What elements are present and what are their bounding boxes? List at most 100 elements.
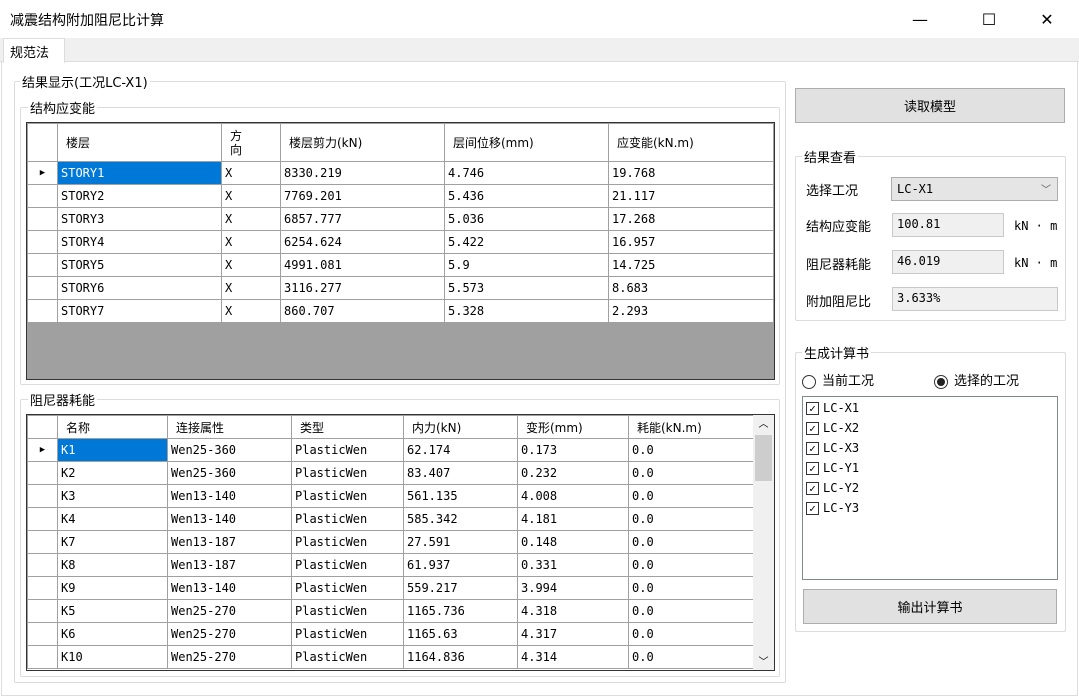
table-cell[interactable]: Wen13-140 <box>167 484 292 508</box>
case-checkbox-item[interactable]: ✓ LC-Y3 <box>803 498 1057 518</box>
table-cell[interactable]: 61.937 <box>403 553 518 577</box>
table-cell[interactable]: Wen25-360 <box>167 438 292 462</box>
row-header[interactable] <box>27 576 58 600</box>
table-cell[interactable]: X <box>221 184 281 208</box>
table-cell[interactable]: Wen13-140 <box>167 507 292 531</box>
row-header[interactable] <box>27 253 58 277</box>
table-cell[interactable]: X <box>221 299 281 323</box>
maximize-button[interactable]: ☐ <box>981 9 997 29</box>
table-cell[interactable]: 8.683 <box>608 276 774 300</box>
table-cell[interactable]: PlasticWen <box>291 599 404 623</box>
table-cell[interactable]: Wen13-140 <box>167 576 292 600</box>
table-row[interactable]: ▶ K1 Wen25-360 PlasticWen 62.174 0.173 0.0 <box>27 438 755 462</box>
table-cell[interactable]: K5 <box>57 599 168 623</box>
table-cell[interactable]: 5.436 <box>444 184 609 208</box>
column-header[interactable]: 连接属性 <box>167 415 292 439</box>
table-cell[interactable]: 1164.836 <box>403 645 518 669</box>
table-cell[interactable]: 17.268 <box>608 207 774 231</box>
table-cell[interactable]: X <box>221 276 281 300</box>
table-cell[interactable]: 83.407 <box>403 461 518 485</box>
tab-code-method[interactable]: 规范法 <box>3 38 65 63</box>
table-cell[interactable]: 4.008 <box>517 484 629 508</box>
table-row[interactable]: STORY2 X 7769.201 5.436 21.117 <box>27 184 774 208</box>
table-cell[interactable]: 0.0 <box>628 599 755 623</box>
checkbox-checked-icon[interactable]: ✓ <box>806 461 819 475</box>
table-cell[interactable]: 5.328 <box>444 299 609 323</box>
table-cell[interactable]: 3.994 <box>517 576 629 600</box>
checkbox-checked-icon[interactable]: ✓ <box>806 421 819 435</box>
case-checkbox-item[interactable]: ✓ LC-X2 <box>803 418 1057 438</box>
table-cell[interactable]: 0.232 <box>517 461 629 485</box>
table-cell[interactable]: PlasticWen <box>291 507 404 531</box>
damper-grid[interactable]: 名称 连接属性 类型 内力(kN) 变形(mm) 耗能(kN.m) ▶ K1 Wen25-360… <box>26 414 775 671</box>
table-cell[interactable]: PlasticWen <box>291 438 404 462</box>
table-cell[interactable]: 0.173 <box>517 438 629 462</box>
table-cell[interactable]: K8 <box>57 553 168 577</box>
table-cell[interactable]: K1 <box>57 438 168 462</box>
table-cell[interactable]: 0.0 <box>628 553 755 577</box>
table-cell[interactable]: 561.135 <box>403 484 518 508</box>
row-header[interactable] <box>27 184 58 208</box>
table-cell[interactable]: 7769.201 <box>280 184 445 208</box>
table-cell[interactable]: PlasticWen <box>291 484 404 508</box>
radio-current-case[interactable]: 当前工况 <box>802 370 874 389</box>
scrollbar-thumb[interactable] <box>755 435 772 481</box>
current-row-arrow-icon[interactable]: ▶ <box>27 161 58 185</box>
table-cell[interactable]: 4.318 <box>517 599 629 623</box>
table-cell[interactable]: 5.422 <box>444 230 609 254</box>
table-cell[interactable]: 3116.277 <box>280 276 445 300</box>
damper-energy-field[interactable]: 46.019 <box>892 250 1004 274</box>
table-cell[interactable]: 27.591 <box>403 530 518 554</box>
table-row[interactable]: K7 Wen13-187 PlasticWen 27.591 0.148 0.0 <box>27 530 755 554</box>
table-cell[interactable]: K6 <box>57 622 168 646</box>
row-header[interactable] <box>27 530 58 554</box>
table-cell[interactable]: 62.174 <box>403 438 518 462</box>
column-header[interactable]: 名称 <box>57 415 168 439</box>
export-report-button[interactable]: 输出计算书 <box>803 589 1057 624</box>
row-header[interactable] <box>27 622 58 646</box>
column-header[interactable]: 方向 <box>221 123 281 162</box>
close-button[interactable]: ✕ <box>1040 9 1054 29</box>
case-checkbox-item[interactable]: ✓ LC-Y1 <box>803 458 1057 478</box>
row-header[interactable] <box>27 207 58 231</box>
column-header[interactable]: 楼层 <box>57 123 222 162</box>
table-cell[interactable]: STORY2 <box>57 184 222 208</box>
table-cell[interactable]: 5.573 <box>444 276 609 300</box>
table-cell[interactable]: PlasticWen <box>291 461 404 485</box>
table-cell[interactable]: 1165.63 <box>403 622 518 646</box>
case-select[interactable]: LC-X1 ﹀ <box>891 177 1058 201</box>
table-cell[interactable]: 4991.081 <box>280 253 445 277</box>
table-cell[interactable]: STORY3 <box>57 207 222 231</box>
table-row[interactable]: K2 Wen25-360 PlasticWen 83.407 0.232 0.0 <box>27 461 755 485</box>
checkbox-checked-icon[interactable]: ✓ <box>806 481 819 495</box>
table-cell[interactable]: K3 <box>57 484 168 508</box>
table-cell[interactable]: 6254.624 <box>280 230 445 254</box>
table-cell[interactable]: 0.0 <box>628 461 755 485</box>
table-cell[interactable]: 0.0 <box>628 622 755 646</box>
table-cell[interactable]: K7 <box>57 530 168 554</box>
table-cell[interactable]: 0.0 <box>628 484 755 508</box>
table-cell[interactable]: STORY5 <box>57 253 222 277</box>
strain-energy-field[interactable]: 100.81 <box>892 213 1004 237</box>
table-row[interactable]: ▶ STORY1 X 8330.219 4.746 19.768 <box>27 161 774 185</box>
table-row[interactable]: K10 Wen25-270 PlasticWen 1164.836 4.314 0.0 <box>27 645 755 669</box>
table-row[interactable]: STORY4 X 6254.624 5.422 16.957 <box>27 230 774 254</box>
table-cell[interactable]: 4.317 <box>517 622 629 646</box>
table-cell[interactable]: X <box>221 207 281 231</box>
table-cell[interactable]: 0.0 <box>628 507 755 531</box>
table-cell[interactable]: Wen13-187 <box>167 553 292 577</box>
table-cell[interactable]: 5.9 <box>444 253 609 277</box>
row-header[interactable] <box>27 507 58 531</box>
table-row[interactable]: STORY5 X 4991.081 5.9 14.725 <box>27 253 774 277</box>
column-header[interactable]: 耗能(kN.m) <box>628 415 755 439</box>
current-row-arrow-icon[interactable]: ▶ <box>27 438 58 462</box>
row-header[interactable] <box>27 299 58 323</box>
table-cell[interactable]: PlasticWen <box>291 622 404 646</box>
checkbox-checked-icon[interactable]: ✓ <box>806 401 819 415</box>
table-cell[interactable]: X <box>221 253 281 277</box>
row-header[interactable] <box>27 553 58 577</box>
table-cell[interactable]: PlasticWen <box>291 645 404 669</box>
table-row[interactable]: K8 Wen13-187 PlasticWen 61.937 0.331 0.0 <box>27 553 755 577</box>
table-cell[interactable]: 0.0 <box>628 576 755 600</box>
table-row[interactable]: K3 Wen13-140 PlasticWen 561.135 4.008 0.0 <box>27 484 755 508</box>
